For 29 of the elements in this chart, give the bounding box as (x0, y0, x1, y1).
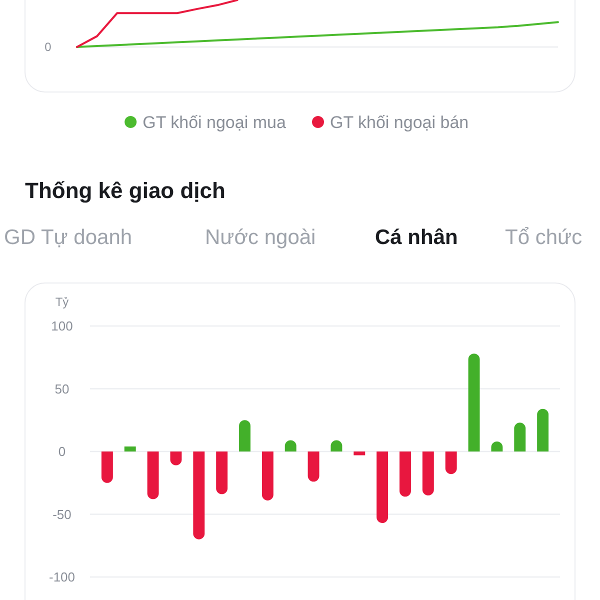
y-tick-label: 0 (58, 444, 66, 460)
text: Cá nhân (375, 226, 458, 249)
legend-label: GT khối ngoại mua (142, 112, 286, 132)
y-axis-title: Tỷ (55, 295, 69, 310)
bar (376, 452, 388, 524)
bar (124, 446, 136, 452)
bar (400, 452, 411, 497)
bar (147, 452, 159, 500)
bar (308, 452, 320, 482)
bar (193, 452, 205, 540)
y-tick-label: -50 (52, 506, 72, 522)
y-tick-label: 50 (54, 381, 70, 396)
bar (537, 408, 549, 452)
bar (422, 452, 434, 496)
bar (101, 452, 113, 483)
bar (514, 422, 526, 452)
chart-title: Thống kê giao dịch (25, 178, 226, 203)
text: Nước ngoài (205, 226, 316, 249)
text: GD Tự doanh (4, 226, 132, 249)
bar (239, 420, 250, 452)
bar (445, 452, 457, 474)
bar (468, 354, 480, 452)
bar (262, 452, 274, 500)
y-tick-label: -100 (48, 570, 76, 585)
legend-label: GT khối ngoại bán (330, 112, 469, 132)
bar (216, 452, 228, 494)
bar (354, 452, 366, 456)
text: Tổ chức (505, 226, 582, 249)
y-tick-label: 100 (51, 318, 73, 334)
